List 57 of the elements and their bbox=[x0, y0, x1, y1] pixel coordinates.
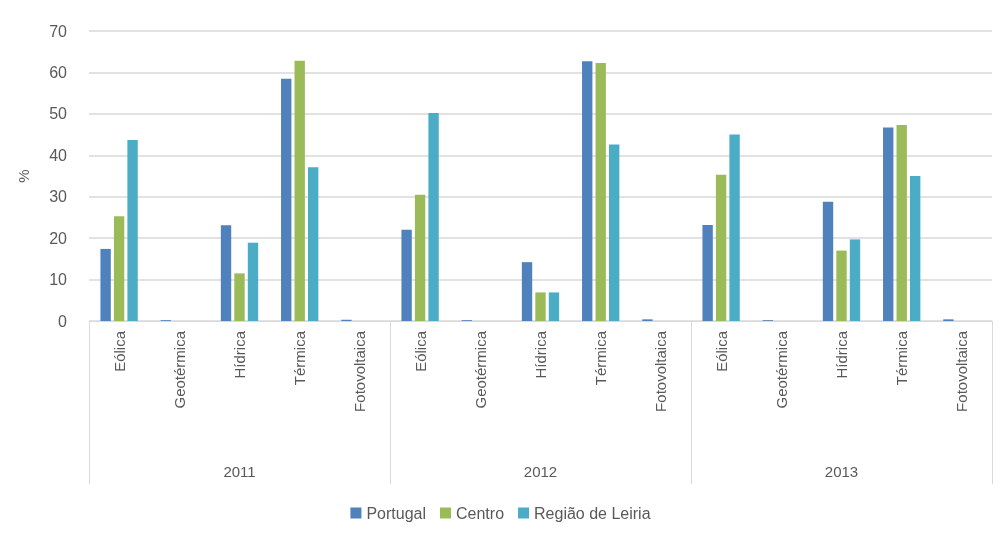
bar bbox=[234, 273, 245, 321]
x-tick-label: Eólica bbox=[712, 330, 730, 372]
y-axis-title: % bbox=[15, 169, 32, 183]
text: 2011 bbox=[223, 463, 256, 480]
x-tick-label: Fotovoltaica bbox=[351, 330, 369, 412]
bar bbox=[822, 201, 834, 321]
bar bbox=[100, 248, 111, 321]
x-tick-label: Geotérmica bbox=[471, 330, 489, 409]
bar bbox=[535, 292, 546, 321]
bar bbox=[849, 239, 861, 321]
x-tick-label: Fotovoltaica bbox=[953, 330, 971, 412]
x-tick-label: Térmica bbox=[592, 330, 610, 386]
bar bbox=[909, 176, 921, 321]
bar bbox=[883, 127, 894, 321]
bar bbox=[281, 78, 292, 321]
bar bbox=[428, 113, 439, 321]
bar bbox=[582, 61, 593, 321]
x-tick-label: Térmica bbox=[291, 330, 309, 386]
x-tick-label: Eólica bbox=[411, 330, 429, 372]
y-tick-label: 20 bbox=[49, 229, 68, 247]
x-tick-label: Fotovoltaica bbox=[652, 330, 670, 412]
x-tick-label: Hídrica bbox=[532, 330, 549, 379]
y-tick-label: 40 bbox=[49, 146, 68, 164]
y-tick-label: 50 bbox=[49, 105, 68, 123]
y-tick-label: 30 bbox=[49, 188, 68, 206]
x-tick-label: Eólica bbox=[110, 330, 128, 372]
legend-label: Centro bbox=[456, 504, 505, 522]
bar bbox=[521, 262, 533, 321]
text: 2013 bbox=[824, 463, 859, 480]
bar bbox=[247, 242, 259, 321]
y-tick-label: 0 bbox=[58, 312, 68, 330]
bar bbox=[836, 250, 847, 321]
bar bbox=[414, 194, 426, 321]
y-tick-label: 70 bbox=[49, 22, 68, 40]
bar bbox=[113, 216, 125, 321]
bar bbox=[896, 125, 907, 321]
bar bbox=[307, 167, 319, 321]
bar bbox=[608, 144, 620, 321]
bar bbox=[127, 139, 138, 321]
bar bbox=[702, 224, 713, 321]
y-tick-label: 10 bbox=[49, 271, 68, 289]
legend-label: Região de Leiria bbox=[534, 504, 651, 522]
bar bbox=[595, 62, 606, 321]
text: 2012 bbox=[523, 463, 558, 480]
bar bbox=[401, 229, 412, 321]
legend-label: Portugal bbox=[366, 504, 427, 522]
bar bbox=[294, 60, 305, 321]
x-tick-label: Hídrica bbox=[231, 330, 248, 379]
x-tick-label: Hídrica bbox=[833, 330, 850, 379]
bar bbox=[548, 292, 560, 321]
x-tick-label: Térmica bbox=[893, 330, 911, 386]
x-tick-label: Geotérmica bbox=[170, 330, 188, 409]
y-tick-label: 60 bbox=[49, 63, 68, 81]
bar bbox=[220, 225, 232, 321]
bar bbox=[715, 174, 727, 321]
bar bbox=[729, 134, 740, 321]
x-tick-label: Geotérmica bbox=[772, 330, 790, 409]
